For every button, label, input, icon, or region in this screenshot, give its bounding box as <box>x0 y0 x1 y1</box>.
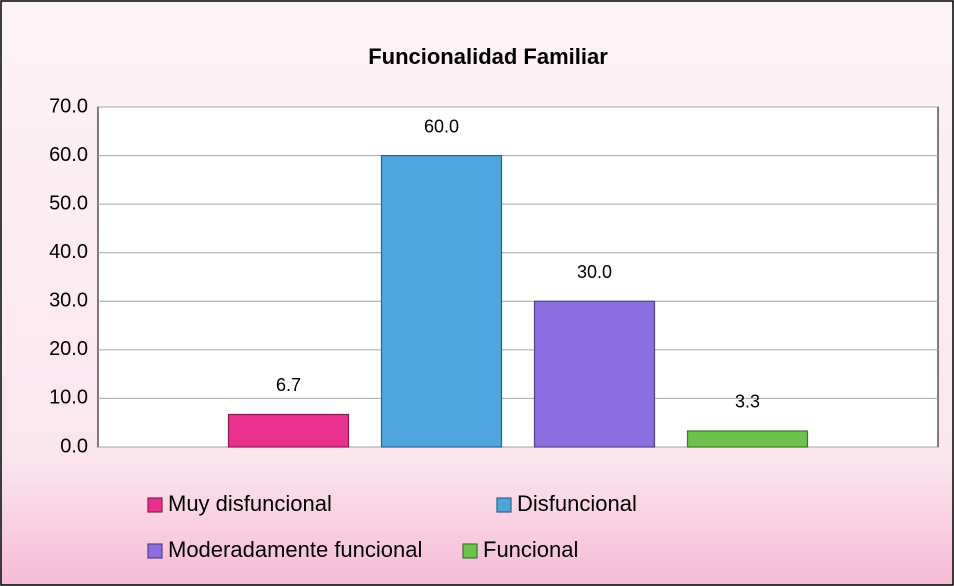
data-label: 3.3 <box>735 392 760 412</box>
bar <box>380 154 503 448</box>
chart-title: Funcionalidad Familiar <box>368 44 608 69</box>
y-tick-label: 0.0 <box>60 435 88 457</box>
y-tick-label: 20.0 <box>49 338 88 360</box>
legend-swatch <box>147 497 163 513</box>
legend-label: Funcional <box>483 537 578 562</box>
legend-label: Moderadamente funcional <box>168 537 422 562</box>
y-tick-label: 60.0 <box>49 144 88 166</box>
legend-label: Muy disfuncional <box>168 491 332 516</box>
y-tick-label: 70.0 <box>49 95 88 117</box>
bar <box>533 300 656 448</box>
bar <box>686 430 809 448</box>
plot-area <box>97 106 939 448</box>
legend-swatch <box>147 543 163 559</box>
y-tick-label: 10.0 <box>49 387 88 409</box>
y-tick-label: 50.0 <box>49 192 88 214</box>
data-label: 60.0 <box>424 116 459 136</box>
data-label: 30.0 <box>577 262 612 282</box>
y-tick-label: 30.0 <box>49 290 88 312</box>
data-label: 6.7 <box>276 375 301 395</box>
legend-swatch <box>496 497 512 513</box>
legend-label: Disfuncional <box>517 491 637 516</box>
bar <box>227 413 350 448</box>
y-tick-label: 40.0 <box>49 241 88 263</box>
legend-swatch <box>462 543 478 559</box>
